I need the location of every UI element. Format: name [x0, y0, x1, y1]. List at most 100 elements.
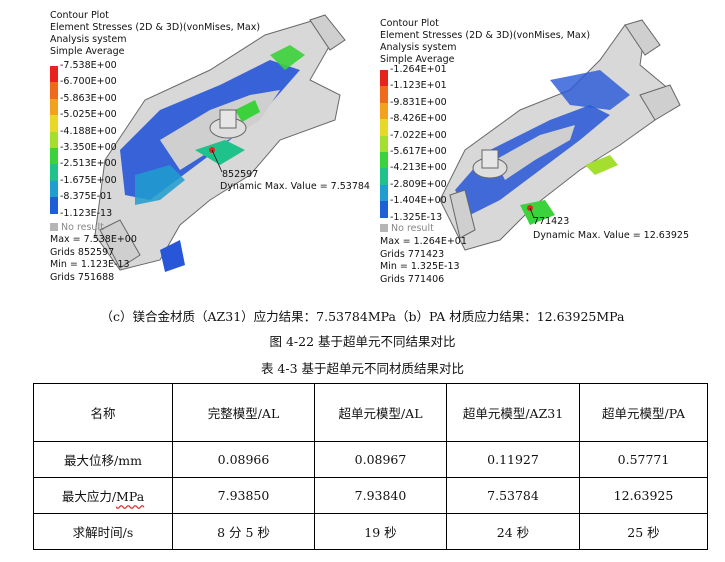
min-max-stats: Max = 7.538E+00 Grids 852597 Min = 1.123… [50, 234, 137, 284]
table-cell: 24 秒 [446, 513, 580, 550]
table-cell: 25 秒 [579, 513, 708, 550]
no-result-label: No result [391, 223, 434, 234]
header-cell: 超单元模型/AL [314, 383, 447, 442]
min-max-stats: Max = 1.264E+01 Grids 771423 Min = 1.325… [380, 236, 467, 286]
legend-value: -4.188E+00 [60, 125, 117, 137]
legend-value: -7.022E+00 [390, 129, 447, 141]
table-header-row: 名称 完整模型/AL 超单元模型/AL 超单元模型/AZ31 超单元模型/PA [33, 383, 708, 442]
table-cell: 0.08966 [172, 441, 315, 478]
header-cell: 完整模型/AL [172, 383, 315, 442]
table-row: 求解时间/s 8 分 5 秒 19 秒 24 秒 25 秒 [33, 513, 708, 550]
legend-value: -3.350E+00 [60, 141, 117, 153]
stat-line: Grids 751688 [50, 271, 115, 283]
legend-swatch [380, 119, 388, 136]
contour-plot-az31: Contour Plot Element Stresses (2D & 3D)(… [10, 0, 370, 300]
legend-swatch [50, 164, 58, 181]
legend-value: -1.264E+01 [390, 64, 447, 75]
no-result-swatch [380, 224, 388, 232]
stat-line: Min = 1.325E-13 [380, 261, 460, 272]
legend-swatch [50, 98, 58, 116]
header-cell: 超单元模型/AZ31 [446, 383, 580, 442]
no-result-label: No result [61, 222, 104, 233]
table-cell: 19 秒 [314, 513, 447, 550]
table-title: 表 4-3 基于超单元不同材质结果对比 [260, 361, 465, 376]
legend-swatch [50, 180, 58, 198]
no-result-legend: No result [50, 222, 104, 233]
legend-value: -1.404E+00 [390, 195, 447, 207]
legend-swatch [380, 102, 388, 120]
header-line: Analysis system [380, 42, 457, 53]
stat-line: Min = 1.123E-13 [50, 259, 130, 270]
stat-line: Max = 1.264E+01 [380, 236, 467, 247]
header-line: Analysis system [50, 34, 127, 45]
table-cell: 0.08967 [314, 441, 447, 478]
dynamic-max-label: Dynamic Max. Value = 12.63925 [533, 230, 690, 241]
legend-swatch [380, 151, 388, 169]
legend-value: -1.675E+00 [60, 174, 117, 186]
contour-plot-pa: Contour Plot Element Stresses (2D & 3D)(… [370, 0, 720, 300]
legend-swatch [380, 135, 388, 152]
header-line: Simple Average [50, 46, 125, 57]
table-cell: 7.53784 [446, 477, 580, 514]
legend-value: -8.375E-01 [60, 191, 113, 203]
unit-text: MPa [116, 489, 145, 504]
legend-value: -1.325E-13 [390, 211, 443, 223]
header-line: Element Stresses (2D & 3D)(vonMises, Max… [380, 30, 591, 41]
table-cell: 0.11927 [446, 441, 580, 478]
legend-value: -2.513E+00 [60, 158, 117, 170]
legend-swatch [50, 115, 58, 132]
legend-value: -5.863E+00 [60, 92, 117, 104]
legend-value: -1.123E-13 [60, 207, 113, 219]
stat-line: Max = 7.538E+00 [50, 234, 137, 245]
figure-title: 图 4-22 基于超单元不同结果对比 [269, 334, 456, 349]
header-line: Element Stresses (2D & 3D)(vonMises, Max… [50, 22, 261, 33]
legend-value: -2.809E+00 [390, 178, 447, 190]
legend-value: -7.538E+00 [60, 60, 117, 71]
header-cell: 超单元模型/PA [579, 383, 708, 442]
table-cell: 7.93850 [172, 477, 315, 514]
no-result-swatch [50, 223, 58, 231]
header-cell: 名称 [33, 383, 173, 442]
legend-swatch [50, 66, 58, 83]
legend-value: -4.213E+00 [390, 162, 447, 174]
table-row: 最大位移/mm 0.08966 0.08967 0.11927 0.57771 [33, 441, 708, 478]
legend-swatch [380, 201, 388, 218]
legend-value: -6.700E+00 [60, 76, 117, 88]
row-label: 求解时间/s [33, 513, 173, 550]
results-comparison-table: 名称 完整模型/AL 超单元模型/AL 超单元模型/AZ31 超单元模型/PA … [33, 383, 708, 550]
table-cell: 12.63925 [579, 477, 708, 514]
legend-value: -1.123E+01 [390, 80, 447, 92]
contour-plot-header: Contour Plot Element Stresses (2D & 3D)(… [50, 10, 260, 58]
stat-line: Grids 771423 [380, 248, 445, 260]
header-line: Simple Average [380, 54, 455, 65]
header-line: Contour Plot [380, 18, 439, 29]
legend-value: -5.025E+00 [60, 109, 117, 121]
legend-swatch [380, 184, 388, 202]
legend-value: -5.617E+00 [390, 145, 447, 157]
max-node-label: 771423 [533, 216, 570, 227]
stat-line: Grids 771406 [380, 273, 445, 285]
contour-plot-header: Contour Plot Element Stresses (2D & 3D)(… [380, 18, 590, 66]
legend-swatch [50, 197, 58, 214]
legend-swatch [50, 82, 58, 99]
no-result-legend: No result [380, 223, 434, 234]
legend-swatch [380, 86, 388, 103]
legend-swatch [50, 131, 58, 148]
table-row: 最大应力/MPa 7.93850 7.93840 7.53784 12.6392… [33, 477, 708, 514]
subframe-model-render-pa [439, 19, 681, 251]
table-cell: 7.93840 [314, 477, 447, 514]
stat-line: Grids 852597 [50, 246, 115, 258]
subframe-model-render-az31 [94, 14, 346, 272]
legend-value: -8.426E+00 [390, 113, 447, 125]
header-line: Contour Plot [50, 10, 109, 21]
table-cell: 0.57771 [579, 441, 708, 478]
legend-swatch [380, 70, 388, 87]
max-node-label: 852597 [222, 169, 259, 180]
row-label: 最大应力/MPa [33, 477, 173, 514]
legend-value: -9.831E+00 [390, 96, 447, 108]
legend-swatch [50, 147, 58, 165]
table-cell: 8 分 5 秒 [172, 513, 315, 550]
figure-subcaption: （c）镁合金材质（AZ31）应力结果：7.53784MPa（b）PA 材质应力结… [100, 309, 625, 324]
row-label: 最大位移/mm [33, 441, 173, 478]
legend-swatch [380, 168, 388, 185]
